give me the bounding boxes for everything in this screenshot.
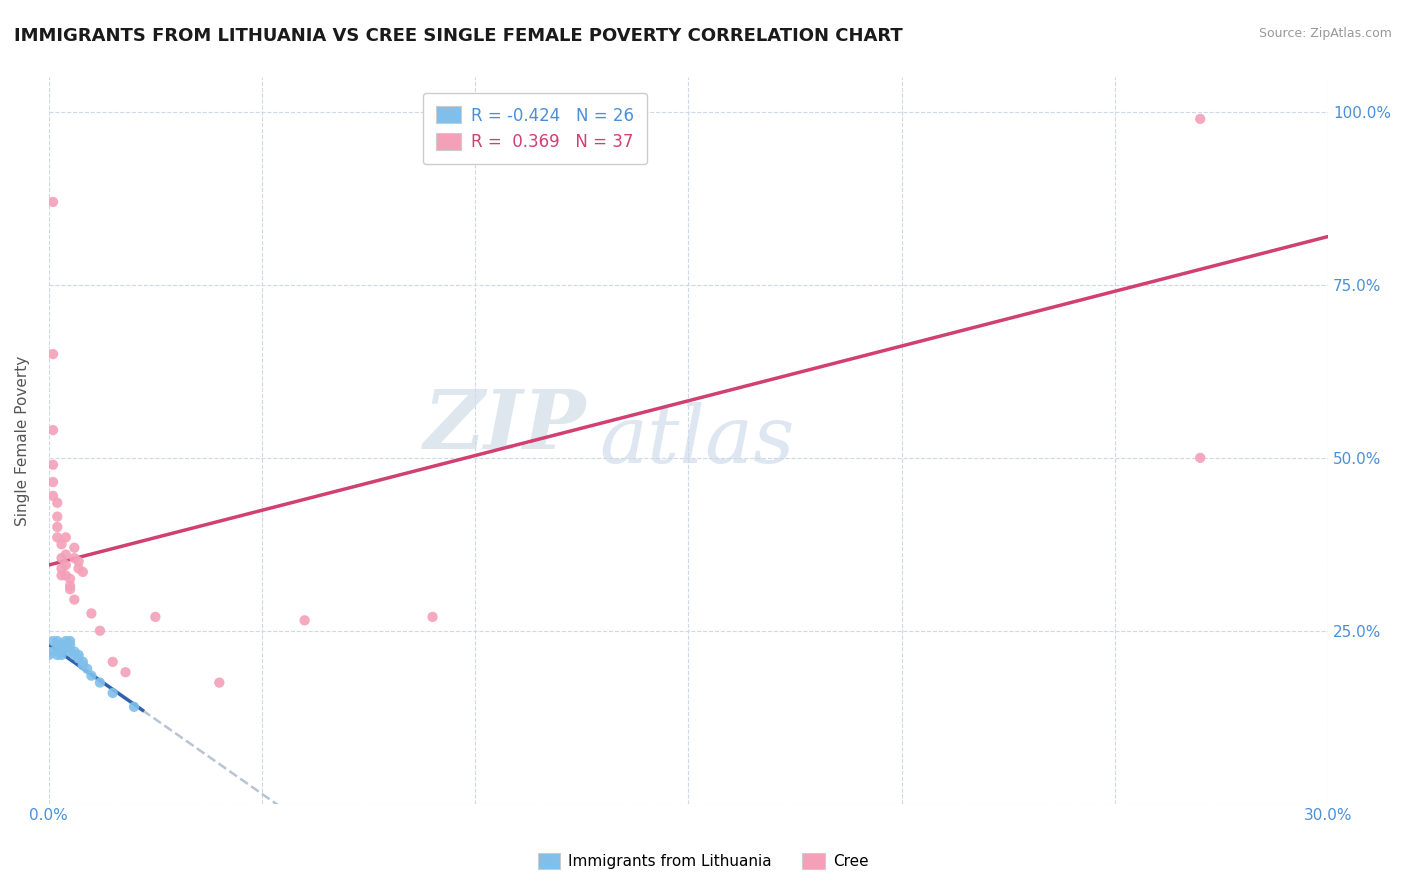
Point (51, 640, 73, 655)
Point (42, 475, 65, 489)
Point (59, 579, 82, 593)
Point (80, 607, 103, 621)
Point (63, 551, 86, 566)
Point (63, 541, 86, 555)
Point (59, 638, 82, 652)
Text: Source: ZipAtlas.com: Source: ZipAtlas.com (1258, 27, 1392, 40)
Point (63, 644, 86, 658)
Point (80, 668, 103, 682)
Point (42, 423, 65, 437)
Point (72, 658, 94, 673)
Point (59, 572, 82, 586)
Point (46, 634, 69, 648)
Point (67, 561, 90, 575)
Text: atlas: atlas (599, 401, 794, 479)
Point (72, 655, 94, 669)
Point (101, 655, 124, 669)
Point (46, 496, 69, 510)
Point (67, 651, 90, 665)
Point (59, 582, 82, 597)
Point (1189, 112, 1212, 126)
Point (46, 530, 69, 544)
Point (46, 509, 69, 524)
Point (38, 648, 60, 662)
Point (208, 675, 231, 690)
Point (51, 551, 73, 566)
Point (51, 561, 73, 575)
Point (55, 548, 77, 562)
Point (59, 644, 82, 658)
Point (89, 675, 111, 690)
Point (55, 530, 77, 544)
Point (55, 558, 77, 572)
Point (422, 610, 444, 624)
Point (1189, 450, 1212, 465)
Point (51, 568, 73, 582)
Point (67, 555, 90, 569)
Point (42, 634, 65, 648)
Point (294, 613, 316, 627)
Point (72, 565, 94, 579)
Text: ZIP: ZIP (423, 386, 586, 466)
Point (145, 610, 167, 624)
Point (101, 686, 124, 700)
Legend: Immigrants from Lithuania, Cree: Immigrants from Lithuania, Cree (531, 847, 875, 875)
Point (76, 662, 98, 676)
Point (59, 634, 82, 648)
Point (89, 624, 111, 638)
Point (67, 648, 90, 662)
Point (51, 648, 73, 662)
Point (55, 568, 77, 582)
Point (42, 194, 65, 209)
Legend: R = -0.424   N = 26, R =  0.369   N = 37: R = -0.424 N = 26, R = 0.369 N = 37 (423, 93, 647, 164)
Point (42, 489, 65, 503)
Point (63, 648, 86, 662)
Point (46, 520, 69, 534)
Point (42, 458, 65, 472)
Point (51, 638, 73, 652)
Point (46, 640, 69, 655)
Point (55, 634, 77, 648)
Point (42, 347, 65, 361)
Text: IMMIGRANTS FROM LITHUANIA VS CREE SINGLE FEMALE POVERTY CORRELATION CHART: IMMIGRANTS FROM LITHUANIA VS CREE SINGLE… (14, 27, 903, 45)
Point (63, 592, 86, 607)
Point (114, 665, 136, 680)
Y-axis label: Single Female Poverty: Single Female Poverty (15, 355, 30, 525)
Point (51, 537, 73, 551)
Point (42, 644, 65, 658)
Point (46, 648, 69, 662)
Point (51, 644, 73, 658)
Point (122, 699, 145, 714)
Point (55, 640, 77, 655)
